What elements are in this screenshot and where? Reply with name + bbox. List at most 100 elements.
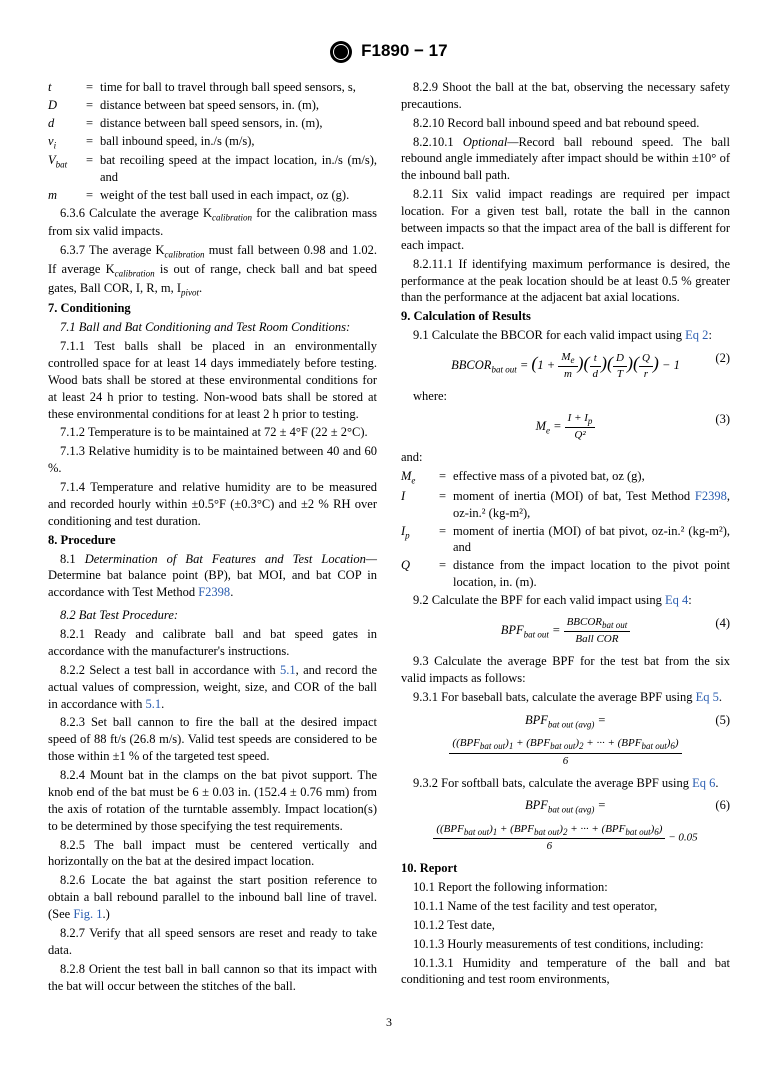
ref-link[interactable]: Fig. 1 <box>73 907 102 921</box>
eq-num: (6) <box>715 797 730 814</box>
definition: moment of inertia (MOI) of bat pivot, oz… <box>453 523 730 557</box>
def-row: D=distance between bat speed sensors, in… <box>48 97 377 114</box>
definition: effective mass of a pivoted bat, oz (g), <box>453 468 730 487</box>
para-10.1.3: 10.1.3 Hourly measurements of test condi… <box>401 936 730 953</box>
def-row: t=time for ball to travel through ball s… <box>48 79 377 96</box>
para-10.1.3.1: 10.1.3.1 Humidity and temperature of the… <box>401 955 730 989</box>
para-8.2.7: 8.2.7 Verify that all speed sensors are … <box>48 925 377 959</box>
equation-5: BPFbat out (avg) = (5) <box>401 712 730 731</box>
where-label: where: <box>401 388 730 405</box>
def-row: Q=distance from the impact location to t… <box>401 557 730 591</box>
t: 8.2.10.1 <box>413 135 463 149</box>
para-7.1.4: 7.1.4 Temperature and relative humidity … <box>48 479 377 530</box>
eq-num: (2) <box>715 350 730 367</box>
def-row: Vbat=bat recoiling speed at the impact l… <box>48 152 377 186</box>
t: Determination of Bat Features and Test L… <box>85 552 377 566</box>
symbol: I <box>401 488 439 522</box>
para-8.2: 8.2 Bat Test Procedure: <box>48 607 377 624</box>
t: : <box>708 328 711 342</box>
section-9: 9. Calculation of Results <box>401 308 730 325</box>
para-8.2.11: 8.2.11 Six valid impact readings are req… <box>401 186 730 254</box>
equation-6b: ((BPFbat out)1 + (BPFbat out)2 + ··· + (… <box>401 822 730 854</box>
equation-5b: ((BPFbat out)1 + (BPFbat out)2 + ··· + (… <box>401 736 730 768</box>
section-7: 7. Conditioning <box>48 300 377 317</box>
equals: = <box>439 488 453 522</box>
para-10.1.2: 10.1.2 Test date, <box>401 917 730 934</box>
equals: = <box>439 557 453 591</box>
equals: = <box>86 152 100 186</box>
para-8.2.2: 8.2.2 Select a test ball in accordance w… <box>48 662 377 713</box>
para-7.1.3: 7.1.3 Relative humidity is to be maintai… <box>48 443 377 477</box>
para-8.2.10.1: 8.2.10.1 Optional—Record ball rebound sp… <box>401 134 730 185</box>
def-row: d=distance between ball speed sensors, i… <box>48 115 377 132</box>
definition: distance between bat speed sensors, in. … <box>100 97 377 114</box>
and-label: and: <box>401 449 730 466</box>
para-9.1: 9.1 Calculate the BBCOR for each valid i… <box>401 327 730 344</box>
definition: distance from the impact location to the… <box>453 557 730 591</box>
ref-link[interactable]: Eq 6 <box>692 776 715 790</box>
symbol: d <box>48 115 86 132</box>
para-8.2.3: 8.2.3 Set ball cannon to fire the ball a… <box>48 714 377 765</box>
t: . <box>230 585 233 599</box>
symbol: m <box>48 187 86 204</box>
para-8.2.11.1: 8.2.11.1 If identifying maximum performa… <box>401 256 730 307</box>
equals: = <box>86 97 100 114</box>
para-8.2.9: 8.2.9 Shoot the ball at the bat, observi… <box>401 79 730 113</box>
t: .) <box>103 907 110 921</box>
para-8.2.6: 8.2.6 Locate the bat against the start p… <box>48 872 377 923</box>
page-header: F1890 − 17 <box>48 40 730 63</box>
symbol: t <box>48 79 86 96</box>
two-column-body: t=time for ball to travel through ball s… <box>48 79 730 994</box>
designation: F1890 − 17 <box>361 41 448 60</box>
def-row: m=weight of the test ball used in each i… <box>48 187 377 204</box>
para-6.3.6: 6.3.6 Calculate the average Kcalibration… <box>48 205 377 241</box>
t: 9.3.1 For baseball bats, calculate the a… <box>413 690 696 704</box>
para-10.1: 10.1 Report the following information: <box>401 879 730 896</box>
definition: weight of the test ball used in each imp… <box>100 187 377 204</box>
ref-link[interactable]: 5.1 <box>280 663 296 677</box>
equals: = <box>86 187 100 204</box>
para-8.2.10: 8.2.10 Record ball inbound speed and bat… <box>401 115 730 132</box>
def-row: Ip=moment of inertia (MOI) of bat pivot,… <box>401 523 730 557</box>
t: 8.1 <box>60 552 85 566</box>
section-8: 8. Procedure <box>48 532 377 549</box>
definition: ball inbound speed, in./s (m/s), <box>100 133 377 152</box>
astm-logo <box>330 41 352 63</box>
para-8.2.4: 8.2.4 Mount bat in the clamps on the bat… <box>48 767 377 835</box>
definition: bat recoiling speed at the impact locati… <box>100 152 377 186</box>
eq-num: (4) <box>715 615 730 632</box>
ref-link[interactable]: 5.1 <box>146 697 162 711</box>
para-8.2.5: 8.2.5 The ball impact must be centered v… <box>48 837 377 871</box>
eq-num: (5) <box>715 712 730 729</box>
para-6.3.7: 6.3.7 The average Kcalibration must fall… <box>48 242 377 298</box>
t: moment of inertia (MOI) of bat, Test Met… <box>453 489 695 503</box>
def-row: I=moment of inertia (MOI) of bat, Test M… <box>401 488 730 522</box>
equation-6: BPFbat out (avg) = (6) <box>401 797 730 816</box>
ref-link[interactable]: Eq 4 <box>665 593 688 607</box>
para-9.2: 9.2 Calculate the BPF for each valid imp… <box>401 592 730 609</box>
ref-link[interactable]: F2398 <box>198 585 230 599</box>
ref-link[interactable]: Eq 5 <box>696 690 719 704</box>
t: . <box>161 697 164 711</box>
para-8.2.1: 8.2.1 Ready and calibrate ball and bat s… <box>48 626 377 660</box>
definition: moment of inertia (MOI) of bat, Test Met… <box>453 488 730 522</box>
para-8.2.8: 8.2.8 Orient the test ball in ball canno… <box>48 961 377 995</box>
t: 9.2 Calculate the BPF for each valid imp… <box>413 593 665 607</box>
equation-3: Me = I + IpQ² (3) <box>401 411 730 443</box>
symbol: Ip <box>401 523 439 557</box>
para-9.3.2: 9.3.2 For softball bats, calculate the a… <box>401 775 730 792</box>
t: 9.1 Calculate the BBCOR for each valid i… <box>413 328 685 342</box>
eq-num: (3) <box>715 411 730 428</box>
ref-link[interactable]: Eq 2 <box>685 328 708 342</box>
para-9.3.1: 9.3.1 For baseball bats, calculate the a… <box>401 689 730 706</box>
ref-link[interactable]: F2398 <box>695 489 727 503</box>
page-number: 3 <box>48 1014 730 1030</box>
para-10.1.1: 10.1.1 Name of the test facility and tes… <box>401 898 730 915</box>
def-row: vi=ball inbound speed, in./s (m/s), <box>48 133 377 152</box>
equation-4: BPFbat out = BBCORbat outBall COR (4) <box>401 615 730 647</box>
para-7.1: 7.1 Ball and Bat Conditioning and Test R… <box>48 319 377 336</box>
symbol: Vbat <box>48 152 86 186</box>
equation-2: BBCORbat out = (1 + Mem)(td)(DT)(Qr) − 1… <box>401 350 730 382</box>
definition: distance between ball speed sensors, in.… <box>100 115 377 132</box>
equals: = <box>439 523 453 557</box>
